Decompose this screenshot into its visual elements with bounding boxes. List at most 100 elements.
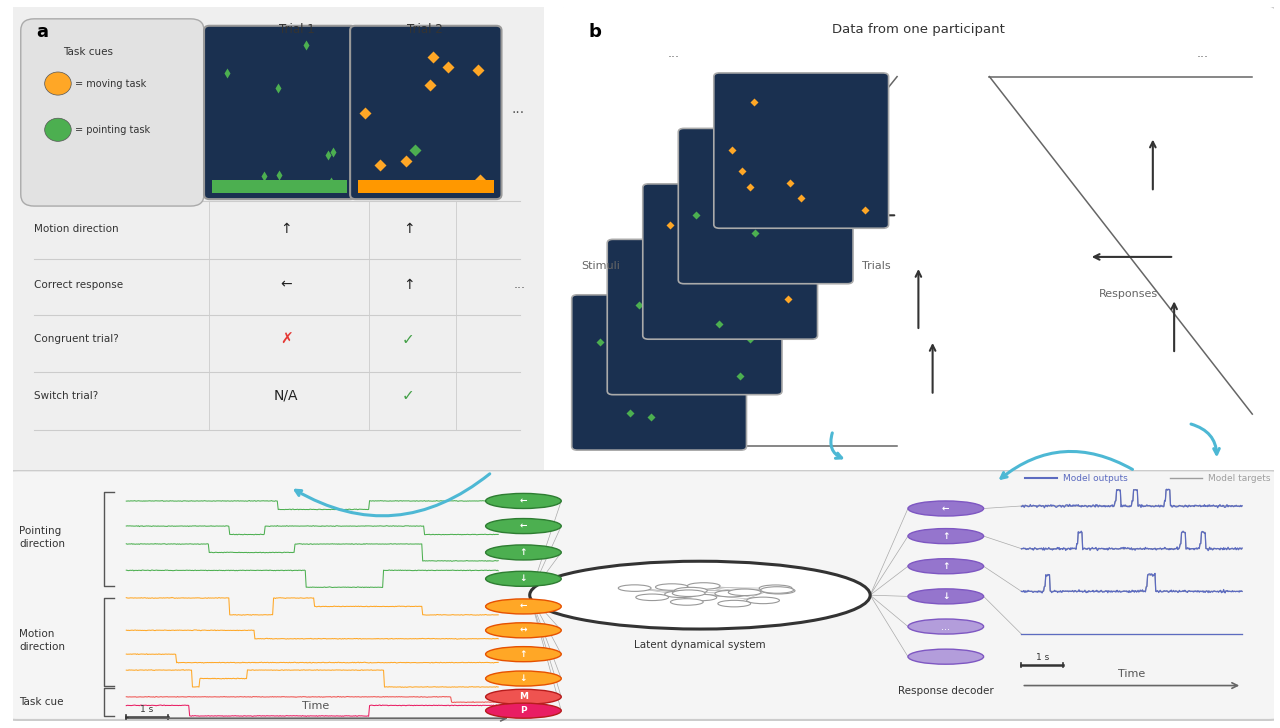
Text: Responses: Responses: [1098, 289, 1157, 299]
Circle shape: [908, 619, 983, 634]
Text: P: P: [520, 706, 527, 715]
Text: ↑: ↑: [403, 277, 415, 292]
Text: 1 s: 1 s: [141, 705, 154, 714]
Text: ↔: ↔: [520, 626, 527, 635]
Text: ↑: ↑: [520, 548, 527, 557]
Circle shape: [664, 591, 698, 598]
Text: ↑: ↑: [520, 649, 527, 659]
Text: ...: ...: [941, 622, 950, 631]
Circle shape: [485, 545, 561, 560]
Text: ←: ←: [520, 602, 527, 611]
Text: ↑: ↑: [403, 222, 415, 236]
Circle shape: [530, 561, 870, 629]
FancyBboxPatch shape: [714, 73, 888, 229]
Circle shape: [760, 587, 794, 593]
Text: M: M: [518, 692, 527, 701]
Text: ↑: ↑: [942, 531, 950, 541]
Text: Stimuli: Stimuli: [581, 261, 620, 271]
Circle shape: [45, 118, 72, 141]
Text: a: a: [37, 23, 49, 41]
Circle shape: [718, 601, 750, 607]
Text: Response decoder: Response decoder: [897, 686, 993, 695]
Text: Trial 2: Trial 2: [407, 23, 443, 36]
Text: Data from one participant: Data from one participant: [832, 23, 1005, 36]
Text: Trial 1: Trial 1: [279, 23, 315, 36]
Text: Correct response: Correct response: [35, 280, 123, 290]
Circle shape: [687, 582, 721, 589]
Text: ...: ...: [515, 278, 526, 291]
Text: ←: ←: [942, 504, 950, 513]
Text: ←: ←: [520, 496, 527, 505]
FancyBboxPatch shape: [607, 240, 782, 395]
Text: ↑: ↑: [942, 562, 950, 571]
Text: Switch trial?: Switch trial?: [35, 391, 99, 400]
FancyBboxPatch shape: [351, 25, 502, 199]
Circle shape: [908, 649, 983, 664]
Text: ↓: ↓: [520, 574, 527, 583]
Text: Latent dynamical system: Latent dynamical system: [634, 641, 765, 650]
Text: = pointing task: = pointing task: [76, 124, 151, 135]
Circle shape: [636, 594, 668, 601]
Text: ←: ←: [280, 277, 292, 292]
Text: Trials: Trials: [861, 261, 890, 271]
FancyBboxPatch shape: [5, 0, 552, 479]
Circle shape: [746, 597, 780, 604]
Circle shape: [759, 585, 792, 591]
FancyBboxPatch shape: [212, 180, 347, 193]
FancyBboxPatch shape: [204, 25, 356, 199]
Text: Pointing
direction: Pointing direction: [19, 526, 65, 549]
Text: Task cues: Task cues: [63, 47, 113, 57]
Circle shape: [728, 589, 762, 596]
Circle shape: [618, 585, 652, 591]
Text: ←: ←: [520, 521, 527, 531]
Circle shape: [485, 494, 561, 508]
FancyBboxPatch shape: [4, 470, 1280, 720]
Circle shape: [485, 689, 561, 705]
FancyBboxPatch shape: [678, 128, 852, 284]
Text: Time: Time: [302, 701, 329, 711]
Circle shape: [908, 529, 983, 544]
FancyBboxPatch shape: [643, 184, 818, 339]
Circle shape: [485, 599, 561, 614]
Text: ↑: ↑: [280, 222, 292, 236]
Text: Motion
direction: Motion direction: [19, 629, 65, 652]
Text: Model outputs: Model outputs: [1064, 474, 1128, 483]
Text: N/A: N/A: [274, 389, 298, 403]
Text: ✓: ✓: [402, 388, 415, 403]
Text: ...: ...: [667, 47, 680, 60]
Text: ✗: ✗: [280, 332, 293, 347]
Text: Motion direction: Motion direction: [35, 224, 119, 234]
Circle shape: [762, 587, 795, 594]
Circle shape: [908, 558, 983, 574]
Circle shape: [675, 587, 708, 594]
Circle shape: [671, 598, 703, 605]
Text: Time: Time: [1119, 669, 1146, 679]
Text: Congruent trial?: Congruent trial?: [35, 334, 119, 344]
Circle shape: [45, 72, 72, 95]
Text: ↓: ↓: [942, 592, 950, 601]
FancyBboxPatch shape: [358, 180, 494, 193]
Circle shape: [485, 671, 561, 686]
FancyBboxPatch shape: [20, 19, 204, 206]
Text: ...: ...: [1197, 47, 1208, 60]
Text: ...: ...: [512, 102, 525, 116]
FancyBboxPatch shape: [572, 295, 746, 450]
Circle shape: [485, 518, 561, 534]
Circle shape: [485, 571, 561, 586]
Text: Task cue: Task cue: [19, 697, 64, 707]
Circle shape: [716, 590, 748, 597]
Circle shape: [684, 594, 717, 601]
Circle shape: [908, 501, 983, 516]
Circle shape: [485, 646, 561, 662]
Text: ✓: ✓: [402, 332, 415, 347]
Circle shape: [908, 589, 983, 604]
Text: b: b: [588, 23, 600, 41]
Circle shape: [655, 584, 689, 590]
Circle shape: [672, 590, 705, 596]
Text: = moving task: = moving task: [76, 79, 147, 89]
FancyBboxPatch shape: [556, 5, 1277, 474]
Circle shape: [485, 622, 561, 638]
Circle shape: [485, 703, 561, 719]
Text: ↓: ↓: [520, 674, 527, 683]
Text: 1 s: 1 s: [1036, 654, 1048, 662]
